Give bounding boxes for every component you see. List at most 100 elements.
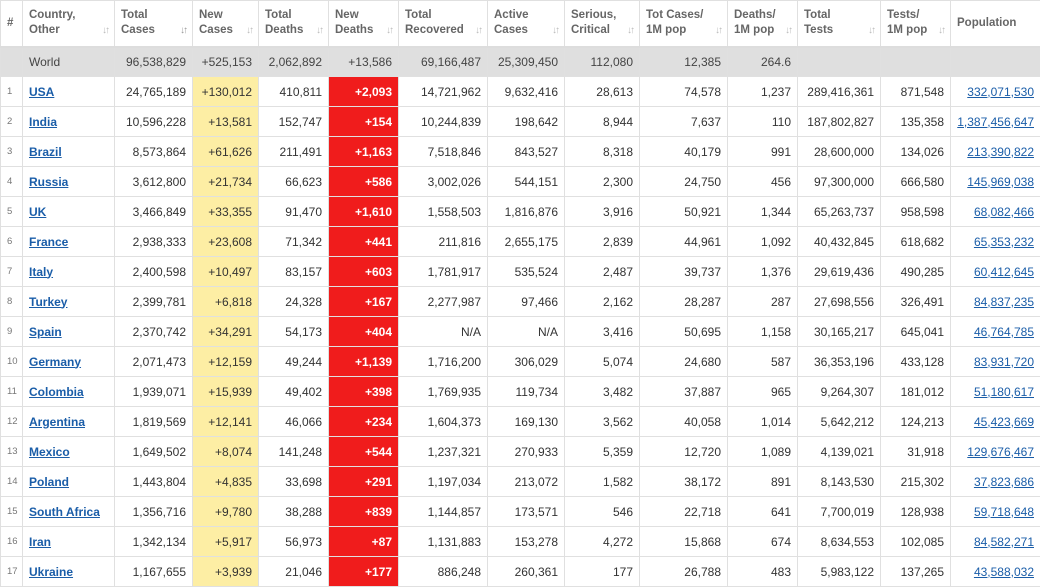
sort-icon[interactable]: ↓↑ [180,23,186,38]
country-link[interactable]: Iran [29,535,51,549]
country-link[interactable]: France [29,235,68,249]
total-tests-cell [798,47,881,77]
serious-cell: 2,162 [565,287,640,317]
column-header-country[interactable]: Country,Other↓↑ [23,1,115,47]
total-deaths-cell: 46,066 [259,407,329,437]
tests-per-m-cell: 137,265 [881,557,951,587]
population-link[interactable]: 37,823,686 [974,475,1034,489]
new-cases-cell: +34,291 [193,317,259,347]
new-deaths-cell: +1,610 [329,197,399,227]
country-link[interactable]: South Africa [29,505,100,519]
country-cell: Mexico [23,437,115,467]
population-link[interactable]: 145,969,038 [967,175,1034,189]
country-link[interactable]: USA [29,85,54,99]
total-deaths-cell: 54,173 [259,317,329,347]
population-link[interactable]: 332,071,530 [967,85,1034,99]
sort-icon[interactable]: ↓↑ [102,23,108,38]
population-link[interactable]: 129,676,467 [967,445,1034,459]
total-recovered-cell: 211,816 [399,227,488,257]
total-recovered-cell: 14,721,962 [399,77,488,107]
population-link[interactable]: 213,390,822 [967,145,1034,159]
country-link[interactable]: Brazil [29,145,62,159]
column-header-population[interactable]: Population [951,1,1040,47]
sort-icon[interactable]: ↓↑ [316,23,322,38]
country-cell: Germany [23,347,115,377]
country-cell: World [23,47,115,77]
serious-cell: 28,613 [565,77,640,107]
column-header-deaths-per-m[interactable]: Deaths/1M pop↓↑ [728,1,798,47]
column-header-label: Deaths [335,23,392,38]
total-tests-cell: 7,700,019 [798,497,881,527]
sort-icon[interactable]: ↓↑ [868,23,874,38]
population-link[interactable]: 84,582,271 [974,535,1034,549]
population-cell: 145,969,038 [951,167,1040,197]
total-deaths-cell: 56,973 [259,527,329,557]
tests-per-m-cell: 128,938 [881,497,951,527]
total-cases-cell: 1,649,502 [115,437,193,467]
country-link[interactable]: Germany [29,355,81,369]
sort-icon[interactable]: ↓↑ [552,23,558,38]
population-link[interactable]: 65,353,232 [974,235,1034,249]
sort-icon[interactable]: ↓↑ [246,23,252,38]
deaths-per-m-cell: 456 [728,167,798,197]
country-link[interactable]: Spain [29,325,62,339]
population-link[interactable]: 43,588,032 [974,565,1034,579]
column-header-tests-per-m[interactable]: Tests/1M pop↓↑ [881,1,951,47]
country-link[interactable]: Colombia [29,385,84,399]
population-link[interactable]: 59,718,648 [974,505,1034,519]
total-recovered-cell: 3,002,026 [399,167,488,197]
sort-icon[interactable]: ↓↑ [475,23,481,38]
population-cell: 59,718,648 [951,497,1040,527]
population-link[interactable]: 84,837,235 [974,295,1034,309]
serious-cell: 3,482 [565,377,640,407]
column-header-label: # [7,16,16,31]
country-link[interactable]: UK [29,205,46,219]
total-deaths-cell: 211,491 [259,137,329,167]
population-link[interactable]: 68,082,466 [974,205,1034,219]
country-link[interactable]: Mexico [29,445,70,459]
population-link[interactable]: 60,412,645 [974,265,1034,279]
new-deaths-cell: +291 [329,467,399,497]
country-link[interactable]: Argentina [29,415,85,429]
sort-icon[interactable]: ↓↑ [386,23,392,38]
cases-per-m-cell: 26,788 [640,557,728,587]
sort-icon[interactable]: ↓↑ [627,23,633,38]
population-link[interactable]: 51,180,617 [974,385,1034,399]
population-link[interactable]: 46,764,785 [974,325,1034,339]
active-cases-cell: 1,816,876 [488,197,565,227]
country-link[interactable]: Turkey [29,295,67,309]
population-link[interactable]: 83,931,720 [974,355,1034,369]
population-cell: 45,423,669 [951,407,1040,437]
population-link[interactable]: 45,423,669 [974,415,1034,429]
total-cases-cell: 2,071,473 [115,347,193,377]
cases-per-m-cell: 12,385 [640,47,728,77]
active-cases-cell: 153,278 [488,527,565,557]
population-link[interactable]: 1,387,456,647 [957,115,1034,129]
country-link[interactable]: India [29,115,57,129]
column-header-cases-per-m[interactable]: Tot Cases/1M pop↓↑ [640,1,728,47]
sort-icon[interactable]: ↓↑ [938,23,944,38]
country-link[interactable]: Ukraine [29,565,73,579]
country-link[interactable]: Poland [29,475,69,489]
sort-icon[interactable]: ↓↑ [715,23,721,38]
sort-icon[interactable]: ↓↑ [785,23,791,38]
tests-per-m-cell: 871,548 [881,77,951,107]
column-header-serious[interactable]: Serious,Critical↓↑ [565,1,640,47]
country-link[interactable]: Russia [29,175,68,189]
column-header-num: # [1,1,23,47]
country-link[interactable]: Italy [29,265,53,279]
total-recovered-cell: 2,277,987 [399,287,488,317]
